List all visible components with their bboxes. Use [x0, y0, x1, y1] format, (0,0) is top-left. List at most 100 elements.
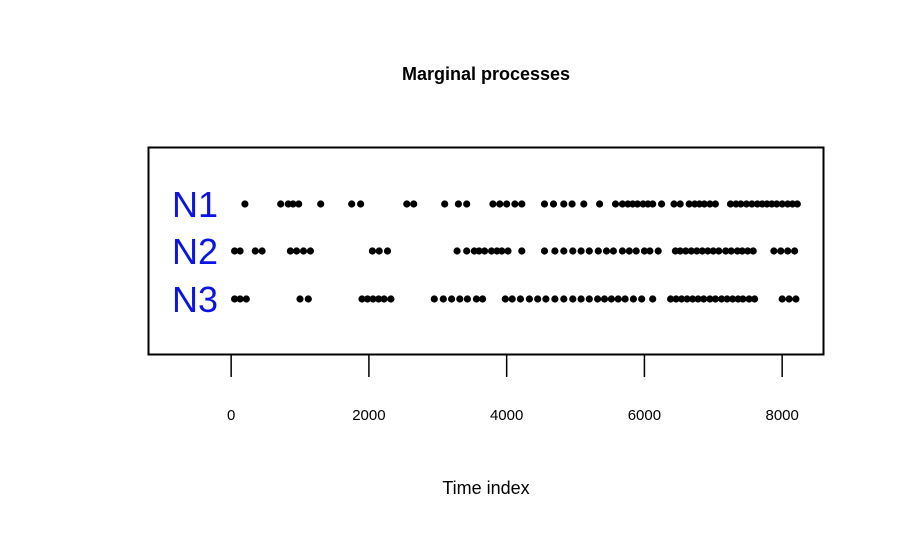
data-point [456, 295, 464, 303]
data-point [722, 247, 730, 255]
data-point [778, 295, 786, 303]
data-point [306, 247, 314, 255]
data-point [748, 200, 756, 208]
data-point [511, 200, 519, 208]
data-point [568, 200, 576, 208]
data-point [778, 200, 786, 208]
data-point [236, 247, 244, 255]
data-point [560, 295, 568, 303]
data-point [475, 247, 483, 255]
data-point [625, 247, 633, 255]
data-point [454, 200, 462, 208]
data-point [777, 247, 785, 255]
data-point [403, 200, 411, 208]
data-point [704, 247, 712, 255]
x-axis: 0 2000 4000 6000 8000 [227, 355, 799, 424]
data-point [737, 200, 745, 208]
data-point [410, 200, 418, 208]
data-point [560, 200, 568, 208]
data-point [600, 295, 609, 303]
data-point [749, 247, 757, 255]
data-point [231, 295, 239, 303]
data-point [383, 247, 392, 255]
x-tick-label: 6000 [628, 407, 661, 424]
data-point [518, 247, 526, 255]
data-point [629, 295, 638, 303]
series-points-n1 [241, 200, 801, 208]
data-point [258, 247, 266, 255]
data-point [363, 295, 372, 303]
data-point [729, 295, 737, 303]
data-point [498, 247, 506, 255]
data-point [296, 295, 304, 303]
data-point [231, 247, 239, 255]
data-point [551, 247, 559, 255]
data-point [439, 295, 447, 303]
data-point [694, 295, 702, 303]
data-point [658, 200, 666, 208]
data-point [791, 247, 799, 255]
data-point [649, 295, 657, 303]
data-point [709, 247, 717, 255]
data-point [487, 247, 496, 255]
data-point [251, 247, 259, 255]
data-point [242, 295, 250, 303]
data-point [518, 200, 526, 208]
data-point [618, 200, 627, 208]
data-point [549, 200, 558, 208]
data-point [496, 200, 504, 208]
data-point [358, 295, 366, 303]
data-point [380, 295, 388, 303]
data-point [369, 295, 377, 303]
data-point [463, 247, 471, 255]
series-points-n3 [231, 295, 800, 303]
data-point [472, 295, 480, 303]
data-point [525, 295, 534, 303]
data-point [646, 247, 654, 255]
data-point [632, 247, 640, 255]
plot-frame [147, 146, 825, 356]
data-point [744, 247, 752, 255]
data-point [706, 200, 714, 208]
x-tick-label: 4000 [490, 407, 523, 424]
data-point [706, 295, 714, 303]
data-point [738, 247, 746, 255]
data-point [540, 247, 549, 255]
data-point [479, 295, 487, 303]
data-point [793, 200, 801, 208]
data-point [693, 247, 701, 255]
data-point [689, 295, 697, 303]
data-point [687, 247, 695, 255]
data-point [678, 295, 686, 303]
data-point [585, 295, 593, 303]
data-point [236, 295, 244, 303]
data-point [585, 247, 593, 255]
chart-title: Marginal processes [402, 64, 570, 84]
data-point [727, 247, 735, 255]
data-point [594, 247, 602, 255]
data-point [621, 295, 629, 303]
data-point [534, 295, 542, 303]
data-point [633, 200, 642, 208]
data-point [295, 200, 303, 208]
data-point [463, 295, 471, 303]
data-point [745, 295, 753, 303]
data-point [742, 200, 751, 208]
x-tick-label: 0 [227, 407, 235, 424]
data-point [299, 247, 308, 255]
data-point [441, 200, 449, 208]
data-point [667, 295, 675, 303]
data-point [683, 295, 691, 303]
data-point [569, 247, 577, 255]
data-point [723, 295, 731, 303]
data-point [607, 295, 616, 303]
data-point [580, 200, 588, 208]
data-point [784, 247, 792, 255]
data-point [241, 200, 249, 208]
data-point [614, 295, 622, 303]
data-point [277, 200, 285, 208]
data-point [508, 295, 516, 303]
data-point [317, 200, 325, 208]
series-labels: N1 N2 N3 [172, 184, 218, 320]
